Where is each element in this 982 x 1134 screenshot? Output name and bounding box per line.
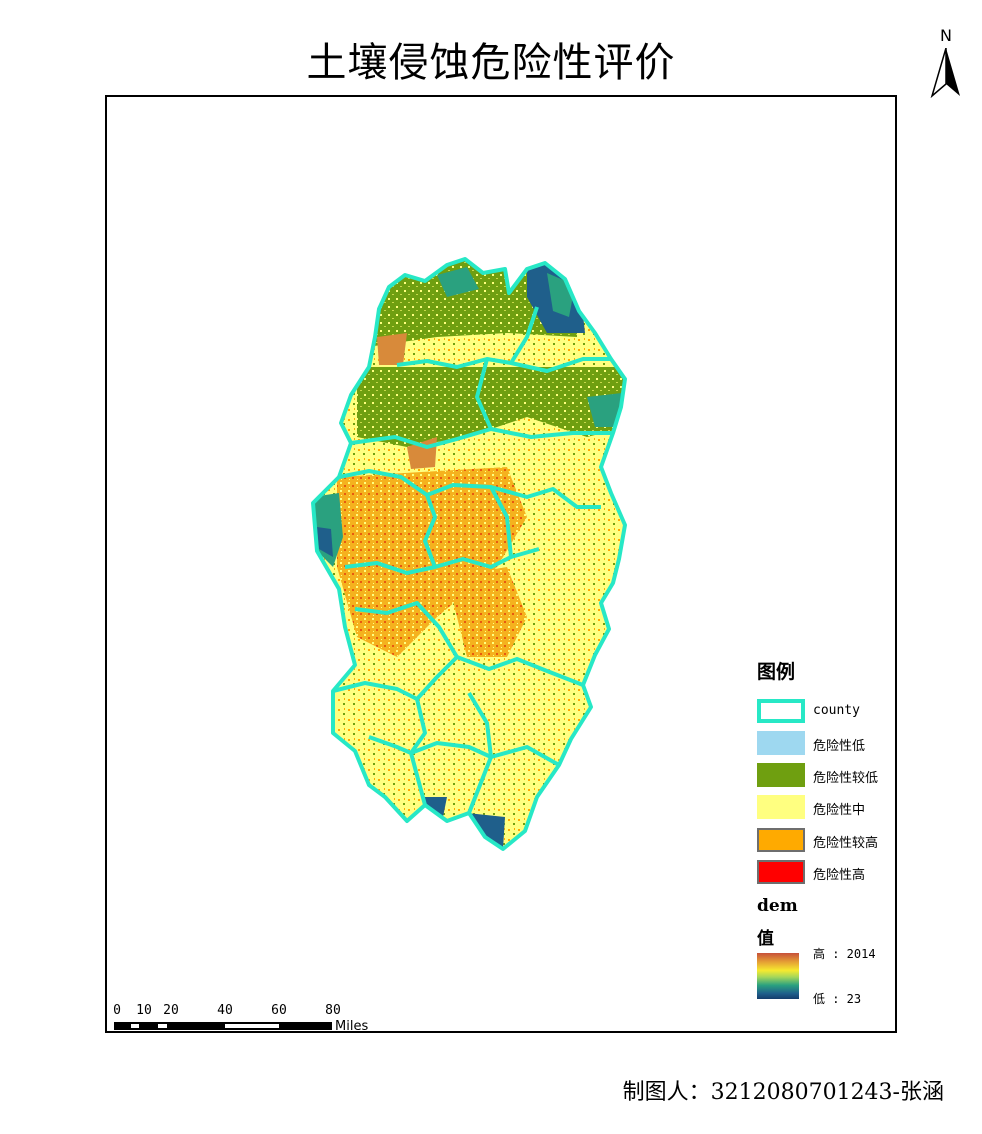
legend-title: 图例 — [757, 661, 796, 683]
county-boundaries — [311, 257, 627, 851]
legend-label-low: 危险性较低 — [813, 771, 879, 786]
legend-swatch-low — [757, 763, 805, 787]
legend-item-county: county — [757, 699, 895, 725]
scale-tick-20: 20 — [163, 1003, 179, 1018]
scale-bar-graphic — [114, 1022, 332, 1030]
legend-item-low: 危险性较低 — [757, 763, 895, 789]
map-title: 土壤侵蚀危险性评价 — [306, 40, 676, 86]
legend-swatch-medium — [757, 795, 805, 819]
map-canvas — [311, 257, 627, 851]
map-frame: 图例 county 危险性低 危险性较低 危险性中 危险性较高 危险性高 dem… — [105, 95, 897, 1033]
scale-tick-40: 40 — [217, 1003, 233, 1018]
scale-tick-80: 80 — [325, 1003, 341, 1018]
dem-color-ramp: 高 : 2014 低 : 23 — [757, 947, 895, 1006]
scale-tick-60: 60 — [271, 1003, 287, 1018]
scale-units: Miles — [335, 1019, 369, 1033]
north-arrow: N — [926, 26, 966, 100]
risk-raster — [313, 259, 625, 849]
scale-tick-10: 10 — [136, 1003, 152, 1018]
dem-low-label: 低 : 23 — [813, 992, 862, 1006]
legend-item-very-high: 危险性高 — [757, 860, 895, 886]
north-arrow-icon — [930, 48, 960, 98]
dem-ramp-bar — [757, 953, 799, 999]
map-credit: 制图人：3212080701243-张涵 — [622, 1080, 944, 1105]
scale-tick-0: 0 — [113, 1003, 121, 1018]
legend-label-very-low: 危险性低 — [813, 739, 866, 754]
legend-swatch-very-low — [757, 731, 805, 755]
legend-item-medium: 危险性中 — [757, 795, 895, 821]
legend-label-county: county — [813, 703, 860, 718]
north-arrow-label: N — [940, 26, 952, 45]
scale-bar: 0 10 20 40 60 80 Miles — [113, 1003, 383, 1033]
dem-high-label: 高 : 2014 — [813, 947, 876, 961]
legend-swatch-very-high — [757, 860, 805, 884]
legend-label-very-high: 危险性高 — [813, 868, 866, 883]
legend-item-high: 危险性较高 — [757, 828, 895, 854]
legend-label-high: 危险性较高 — [813, 836, 879, 851]
dem-title-2: 值 — [757, 929, 774, 949]
legend-item-very-low: 危险性低 — [757, 731, 895, 757]
dem-title: dem — [757, 896, 798, 916]
legend-swatch-county — [757, 699, 805, 723]
legend-swatch-high — [757, 828, 805, 852]
legend-label-medium: 危险性中 — [813, 803, 866, 818]
